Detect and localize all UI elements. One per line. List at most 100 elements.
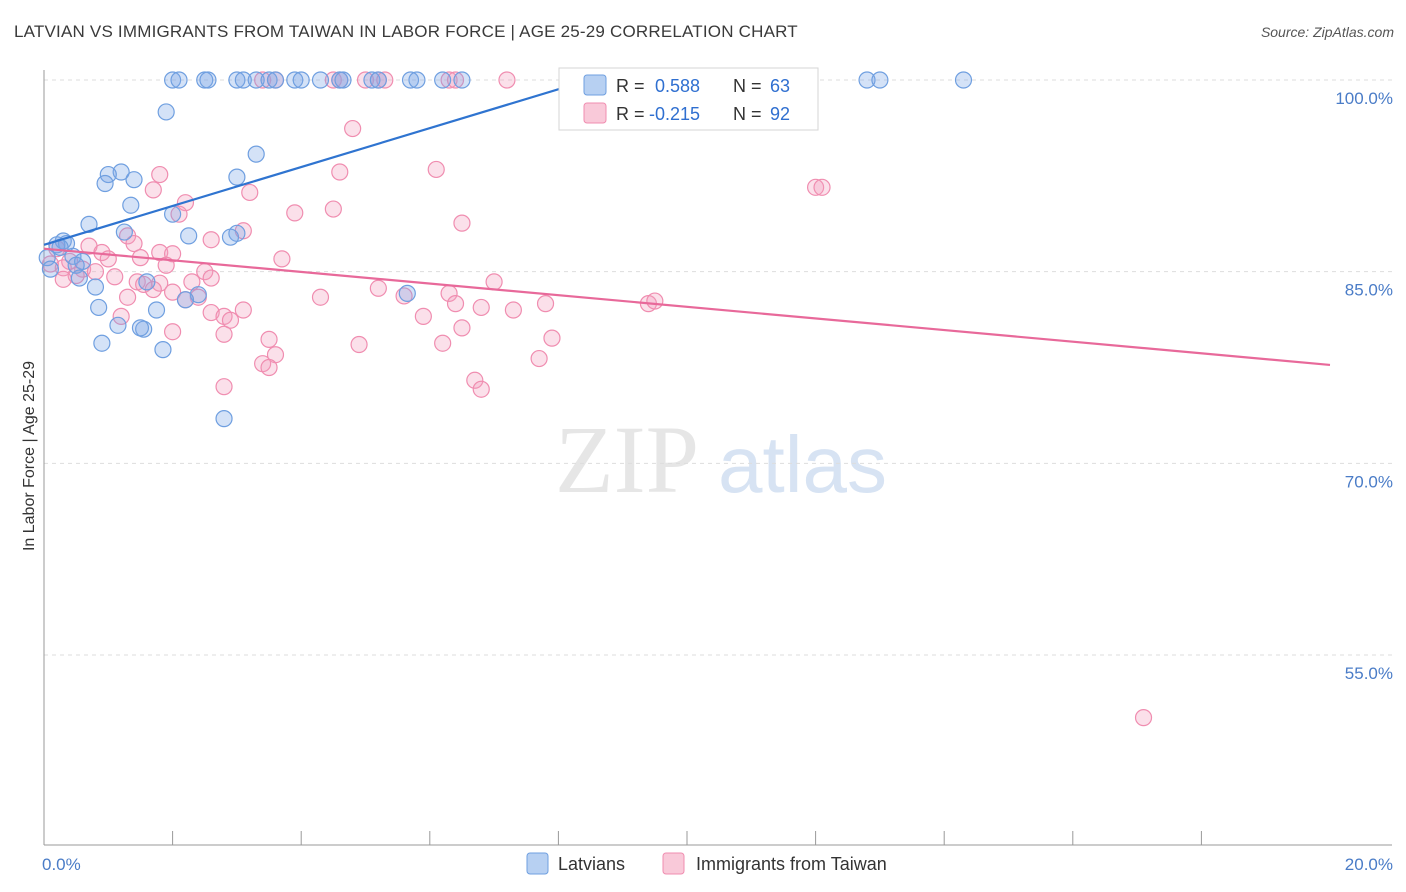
taiwan-point (376, 71, 394, 89)
latvian-point (164, 71, 182, 89)
y-tick-label: 70.0% (1345, 472, 1393, 491)
taiwan-point (813, 178, 831, 196)
legend-n-label: N = (733, 76, 762, 96)
latvian-point (221, 228, 240, 246)
latvian-point (138, 273, 156, 291)
latvian-point (215, 410, 233, 428)
latvian-point (266, 71, 285, 89)
bottom-legend-swatch-latvians (526, 852, 549, 875)
legend-swatch-latvians (583, 74, 607, 96)
taiwan-point (350, 335, 368, 354)
taiwan-point (164, 283, 182, 301)
taiwan-point (446, 71, 465, 89)
taiwan-point (241, 183, 259, 202)
taiwan-point (54, 270, 72, 288)
legend-swatch-taiwan (583, 102, 607, 124)
taiwan-point (369, 279, 387, 297)
taiwan-point (414, 307, 432, 325)
y-tick-label: 55.0% (1345, 664, 1393, 683)
taiwan-point (144, 181, 162, 199)
legend-r-value-taiwan: -0.215 (649, 104, 700, 124)
latvian-point (154, 341, 172, 359)
latvian-point (70, 269, 88, 287)
latvian-point (858, 71, 876, 89)
taiwan-point (472, 298, 490, 317)
bottom-legend-label-latvians: Latvians (558, 854, 625, 874)
latvian-point (401, 71, 420, 89)
latvian-point (398, 284, 416, 302)
axes (43, 70, 1392, 846)
taiwan-point (254, 71, 272, 89)
latvian-point (234, 71, 252, 89)
taiwan-point (260, 330, 278, 348)
taiwan-point (324, 71, 342, 89)
latvian-point (99, 165, 117, 184)
latvian-point (96, 174, 114, 193)
taiwan-point (646, 292, 664, 310)
x-tick-label: 20.0% (1345, 855, 1393, 874)
taiwan-point (234, 301, 252, 319)
latvian-point (247, 71, 265, 89)
taiwan-point (86, 263, 105, 281)
bottom-legend-swatch-taiwan (662, 852, 685, 875)
y-axis-label: In Labor Force | Age 25-29 (21, 361, 38, 551)
latvian-point (41, 260, 60, 278)
taiwan-point (202, 303, 220, 322)
latvian-point (334, 71, 352, 89)
taiwan-point (453, 214, 471, 232)
series-latvians-points (38, 68, 973, 428)
taiwan-point (485, 273, 503, 291)
latvian-point (93, 334, 111, 352)
legend-n-value-latvians: 63 (770, 76, 790, 96)
latvian-point (228, 71, 246, 89)
x-tick-label: 0.0% (42, 855, 81, 874)
taiwan-point (260, 358, 278, 377)
latvian-point (408, 71, 426, 89)
taiwan-point (440, 71, 458, 89)
latvian-point (247, 145, 265, 163)
latvian-point (228, 168, 246, 186)
taiwan-point (202, 269, 220, 287)
y-tick-labels: 55.0% 70.0% 85.0% 100.0% (1335, 89, 1393, 683)
latvian-point (109, 316, 127, 334)
latvian-point (311, 71, 330, 89)
latvian-point (199, 71, 217, 89)
taiwan-point (112, 307, 130, 325)
taiwan-point (106, 268, 124, 286)
taiwan-point (286, 204, 304, 222)
legend-r-label: R = (616, 76, 645, 96)
chart-title: LATVIAN VS IMMIGRANTS FROM TAIWAN IN LAB… (14, 22, 798, 41)
legend-r-value-latvians: 0.588 (655, 76, 700, 96)
taiwan-point (151, 165, 169, 184)
taiwan-point (118, 288, 137, 306)
latvian-point (67, 256, 85, 274)
latvian-point (189, 286, 207, 304)
taiwan-point (530, 349, 548, 368)
latvian-point (434, 71, 452, 89)
stats-legend: R = 0.588 N = 63 R = -0.215 N = 92 (558, 67, 819, 131)
latvian-point (363, 71, 381, 89)
latvian-point (157, 103, 175, 121)
latvian-point (170, 71, 188, 89)
watermark-zip: ZIP (555, 406, 699, 513)
latvian-point (147, 301, 166, 319)
latvian-point (80, 215, 98, 233)
taiwan-point (125, 234, 143, 253)
taiwan-point (135, 275, 153, 294)
latvian-point (176, 291, 195, 309)
taiwan-point (472, 380, 490, 398)
trend-line-latvians (43, 68, 624, 246)
taiwan-point (536, 295, 555, 313)
latvian-point (125, 171, 143, 189)
legend-n-label: N = (733, 104, 762, 124)
trend-lines (43, 68, 1331, 367)
taiwan-point (498, 71, 516, 89)
latvian-point (122, 196, 140, 214)
latvian-point (90, 298, 108, 317)
latvian-point (369, 71, 387, 89)
latvian-point (115, 223, 133, 241)
bottom-legend-label-taiwan: Immigrants from Taiwan (696, 854, 887, 874)
y-tick-label: 100.0% (1335, 89, 1393, 108)
taiwan-point (157, 256, 175, 274)
taiwan-point (427, 160, 445, 179)
